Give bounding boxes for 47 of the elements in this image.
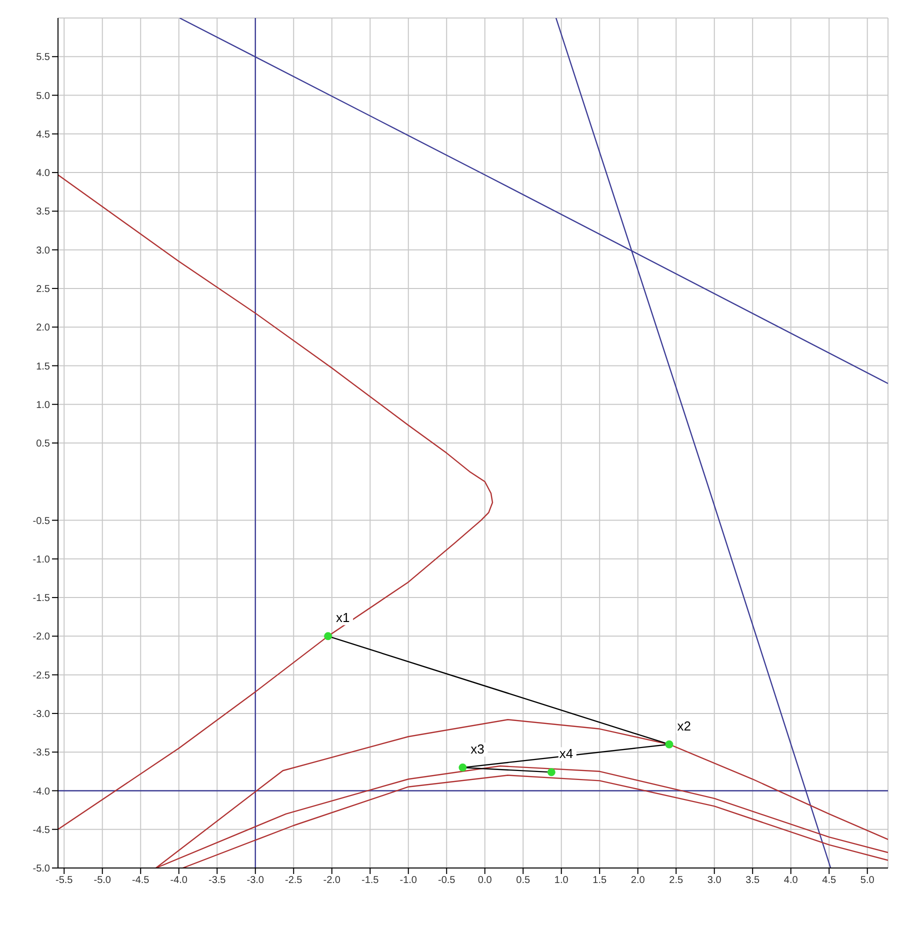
y-tick-label: 5.0	[36, 90, 50, 102]
y-tick-label: 1.5	[36, 361, 50, 372]
y-tick-label: 0.5	[36, 438, 50, 450]
y-tick-label: -4.0	[32, 786, 50, 798]
y-tick-label: 2.0	[36, 322, 50, 334]
x-tick-label: 3.5	[746, 875, 760, 886]
y-tick-label: 5.5	[36, 52, 50, 64]
y-tick-label: 4.5	[36, 129, 50, 140]
annotation: x3	[470, 742, 484, 757]
y-tick-label: -2.5	[32, 670, 50, 682]
y-tick-label: 2.5	[36, 284, 50, 296]
x-tick-label: 3.0	[707, 875, 722, 886]
y-tick-label: 1.0	[36, 400, 50, 411]
annotation: x2	[677, 718, 691, 734]
x-tick-label: -4.0	[170, 875, 188, 886]
x-tick-label: 1.0	[554, 875, 569, 886]
x-tick-label: -2.5	[284, 875, 303, 886]
y-tick-label: 3.5	[36, 206, 50, 218]
x-tick-label: 5.0	[860, 875, 875, 886]
x-tick-label: 0.5	[516, 875, 530, 886]
x-tick-label: -2.0	[323, 875, 341, 886]
x-tick-label: -1.0	[400, 875, 418, 886]
x-tick-label: 4.0	[784, 875, 798, 886]
y-tick-label: -0.5	[32, 516, 50, 527]
y-tick-label: -3.5	[32, 748, 50, 759]
x-tick-label: 0.0	[478, 875, 492, 886]
x-tick-label: -5.5	[56, 875, 74, 886]
y-tick-label: -1.5	[32, 593, 50, 604]
x-tick-label: -3.0	[246, 875, 264, 886]
x-tick-label: 2.0	[630, 875, 646, 886]
x-tick-label: 4.5	[822, 875, 836, 886]
y-tick-label: -2.0	[32, 632, 50, 643]
x-tick-label: -5.0	[94, 875, 112, 886]
y-tick-label: 4.0	[36, 168, 50, 180]
y-tick-label: -4.5	[32, 824, 50, 836]
y-tick-label: 3.0	[36, 245, 50, 256]
annotation: x1	[336, 610, 350, 626]
x-tick-label: 2.5	[669, 875, 684, 886]
x-tick-label: -1.5	[361, 875, 380, 886]
annotation: x4	[559, 746, 574, 762]
y-tick-label: -5.0	[32, 864, 50, 875]
x-tick-label: 1.5	[592, 875, 607, 886]
x-tick-label: -3.5	[208, 875, 226, 886]
x-tick-label: -0.5	[438, 875, 456, 886]
y-tick-label: -1.0	[32, 554, 50, 566]
x-tick-label: -4.5	[132, 875, 150, 886]
y-tick-label: -3.0	[32, 709, 50, 720]
